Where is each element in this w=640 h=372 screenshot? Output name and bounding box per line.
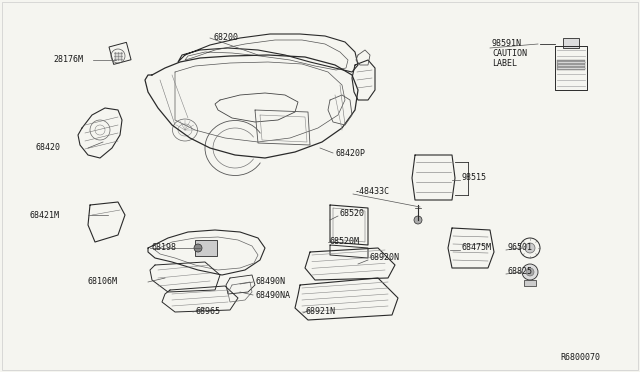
Text: -48433C: -48433C bbox=[355, 187, 390, 196]
Text: 68106M: 68106M bbox=[88, 278, 118, 286]
Text: 96501: 96501 bbox=[508, 244, 533, 253]
Text: 68198: 68198 bbox=[152, 244, 177, 253]
Text: 68490N: 68490N bbox=[255, 278, 285, 286]
Text: 68965: 68965 bbox=[195, 308, 220, 317]
Bar bbox=[524, 280, 536, 286]
Text: 68420: 68420 bbox=[35, 144, 60, 153]
Bar bbox=[109, 42, 131, 64]
Text: 68421M: 68421M bbox=[30, 211, 60, 219]
Circle shape bbox=[414, 216, 422, 224]
Text: 98591N: 98591N bbox=[492, 39, 522, 48]
Circle shape bbox=[525, 243, 535, 253]
Bar bbox=[557, 60, 585, 70]
Text: 28176M: 28176M bbox=[53, 55, 83, 64]
Text: 68475M: 68475M bbox=[462, 244, 492, 253]
Text: 68825: 68825 bbox=[508, 267, 533, 276]
Text: CAUTION: CAUTION bbox=[492, 49, 527, 58]
Text: 98515: 98515 bbox=[462, 173, 487, 183]
Text: 68200: 68200 bbox=[213, 33, 238, 42]
Text: 68490NA: 68490NA bbox=[255, 291, 290, 299]
Bar bbox=[563, 38, 579, 48]
Text: LABEL: LABEL bbox=[492, 60, 517, 68]
Text: 68920N: 68920N bbox=[370, 253, 400, 263]
Text: 68420P: 68420P bbox=[335, 148, 365, 157]
Text: 68921N: 68921N bbox=[305, 308, 335, 317]
Text: R6800070: R6800070 bbox=[560, 353, 600, 362]
Circle shape bbox=[522, 264, 538, 280]
Circle shape bbox=[194, 244, 202, 252]
Text: 68520M: 68520M bbox=[330, 237, 360, 247]
Circle shape bbox=[526, 268, 534, 276]
Text: 68520: 68520 bbox=[340, 208, 365, 218]
Bar bbox=[195, 240, 217, 256]
